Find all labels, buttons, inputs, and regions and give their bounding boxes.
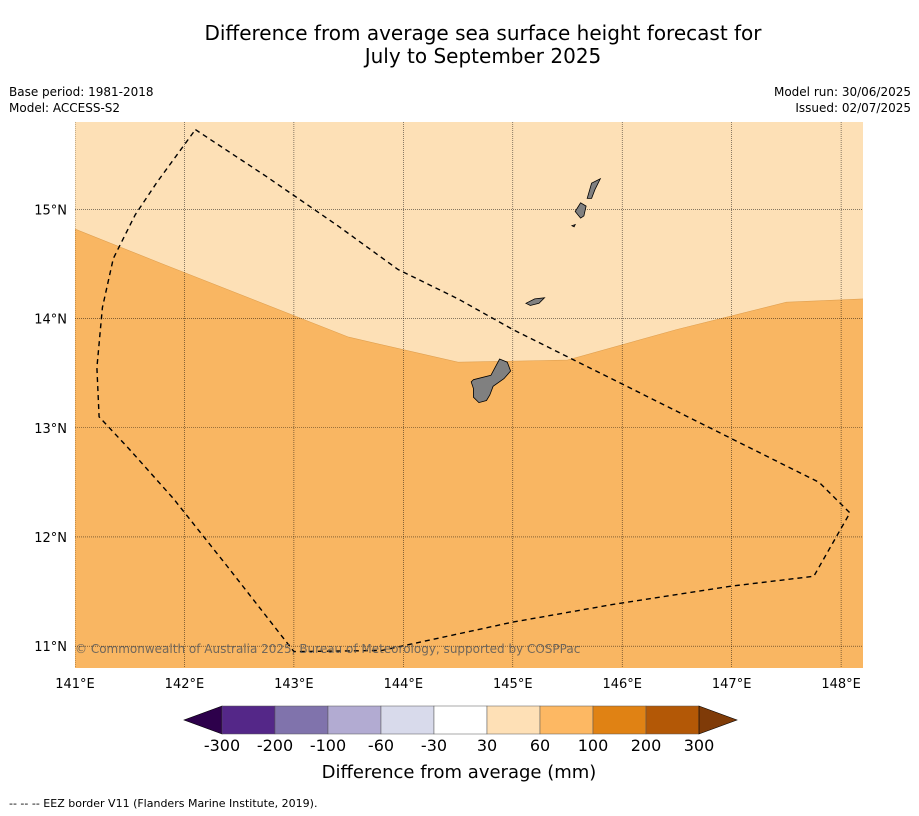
colorbar-tick-label: -200: [257, 736, 293, 755]
ssh-band-30-60: [75, 122, 863, 363]
lon-tick-label: 142°E: [165, 677, 205, 692]
colorbar-segment: [592, 705, 647, 735]
ssh-contour-line: [75, 228, 863, 363]
lon-tick-label: 144°E: [384, 677, 424, 692]
model-name: Model: ACCESS-S2: [9, 101, 121, 115]
copyright-text: © Commonwealth of Australia 2025, Bureau…: [75, 642, 580, 656]
island-aguijan: [570, 223, 576, 228]
colorbar-tick-label: 100: [578, 736, 609, 755]
colorbar-segment: [486, 705, 541, 735]
colorbar-tick-label: -300: [204, 736, 240, 755]
lon-tick-label: 147°E: [712, 677, 752, 692]
colorbar-segment: [433, 705, 488, 735]
colorbar-tick-label: -100: [310, 736, 346, 755]
meta-left: Base period: 1981-2018 Model: ACCESS-S2: [9, 84, 154, 116]
colorbar-segment: [380, 705, 435, 735]
meta-right: Model run: 30/06/2025 Issued: 02/07/2025: [774, 84, 911, 116]
lat-tick-label: 12°N: [34, 531, 67, 546]
lon-tick-label: 141°E: [55, 677, 95, 692]
lon-tick-label: 148°E: [821, 677, 861, 692]
title-line-1: Difference from average sea surface heig…: [204, 21, 762, 45]
island-guam: [470, 358, 512, 404]
lon-tick-label: 143°E: [274, 677, 314, 692]
island-rota: [525, 297, 546, 306]
eez-border: [96, 129, 851, 653]
lon-tick-label: 145°E: [493, 677, 533, 692]
colorbar-segment: [327, 705, 382, 735]
model-run: Model run: 30/06/2025: [773, 85, 911, 99]
title-line-2: July to September 2025: [364, 44, 602, 68]
island-tinian: [574, 202, 587, 219]
chart-title: Difference from average sea surface heig…: [0, 22, 919, 68]
colorbar-extend-low: [183, 705, 223, 735]
colorbar-segment: [221, 705, 276, 735]
footnote: -- -- -- EEZ border V11 (Flanders Marine…: [9, 797, 318, 810]
colorbar-tick-label: 60: [530, 736, 550, 755]
colorbar-tick-label: -30: [421, 736, 447, 755]
colorbar-segment: [274, 705, 329, 735]
colorbar-tick-label: 200: [631, 736, 662, 755]
colorbar-extend-high: [698, 705, 738, 735]
colorbar-tick-label: 300: [684, 736, 715, 755]
base-period: Base period: 1981-2018: [9, 85, 154, 99]
map-area: © Commonwealth of Australia 2025, Bureau…: [75, 122, 863, 668]
issued-date: Issued: 02/07/2025: [795, 101, 911, 115]
colorbar-label: Difference from average (mm): [322, 762, 597, 783]
colorbar-segment: [645, 705, 700, 735]
colorbar-tick-label: -60: [368, 736, 394, 755]
lat-tick-label: 13°N: [34, 422, 67, 437]
lon-tick-label: 146°E: [602, 677, 642, 692]
lat-tick-label: 14°N: [34, 313, 67, 328]
colorbar-segment: [539, 705, 594, 735]
colorbar-tick-label: 30: [477, 736, 497, 755]
lat-tick-label: 11°N: [34, 640, 67, 655]
island-saipan: [586, 177, 602, 199]
lat-tick-label: 15°N: [34, 203, 67, 218]
